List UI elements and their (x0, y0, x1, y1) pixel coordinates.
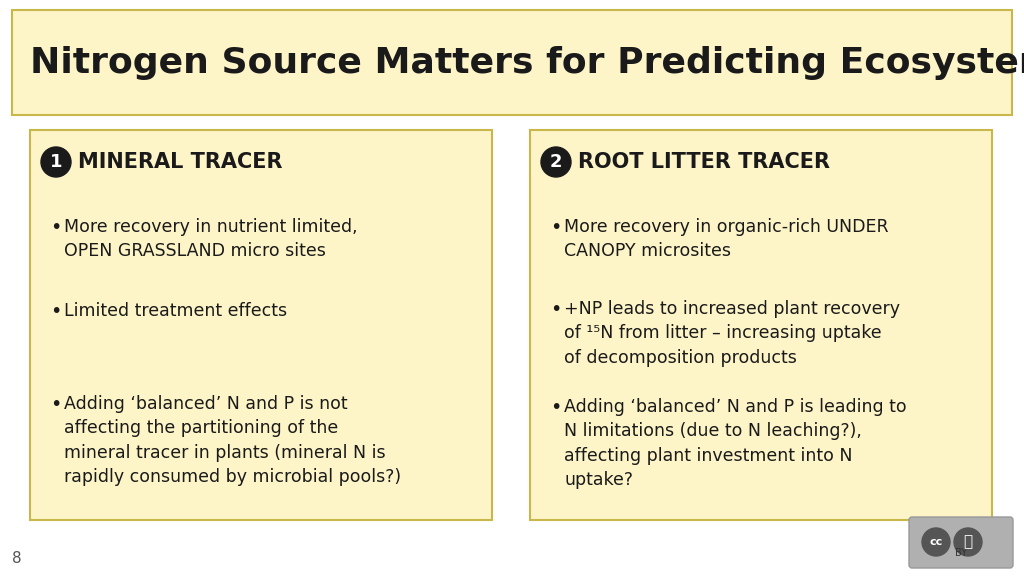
Text: 8: 8 (12, 551, 22, 566)
Circle shape (41, 147, 71, 177)
Text: Adding ‘balanced’ N and P is leading to
N limitations (due to N leaching?),
affe: Adding ‘balanced’ N and P is leading to … (564, 398, 906, 489)
Circle shape (922, 528, 950, 556)
FancyBboxPatch shape (12, 10, 1012, 115)
Text: •: • (550, 398, 561, 417)
Text: +NP leads to increased plant recovery
of ¹⁵N from litter – increasing uptake
of : +NP leads to increased plant recovery of… (564, 300, 900, 366)
Circle shape (541, 147, 571, 177)
Text: 1: 1 (50, 153, 62, 171)
Text: MINERAL TRACER: MINERAL TRACER (78, 152, 283, 172)
FancyBboxPatch shape (530, 130, 992, 520)
Text: Limited treatment effects: Limited treatment effects (63, 302, 287, 320)
Text: More recovery in organic-rich UNDER
CANOPY microsites: More recovery in organic-rich UNDER CANO… (564, 218, 889, 260)
Text: •: • (50, 218, 61, 237)
Circle shape (954, 528, 982, 556)
Text: Adding ‘balanced’ N and P is not
affecting the partitioning of the
mineral trace: Adding ‘balanced’ N and P is not affecti… (63, 395, 401, 486)
Text: More recovery in nutrient limited,
OPEN GRASSLAND micro sites: More recovery in nutrient limited, OPEN … (63, 218, 357, 260)
Text: ROOT LITTER TRACER: ROOT LITTER TRACER (578, 152, 830, 172)
FancyBboxPatch shape (30, 130, 492, 520)
Text: BY: BY (955, 548, 967, 558)
Text: 2: 2 (550, 153, 562, 171)
Text: •: • (50, 302, 61, 321)
Text: •: • (550, 218, 561, 237)
FancyBboxPatch shape (909, 517, 1013, 568)
Text: Nitrogen Source Matters for Predicting Ecosystem Response: Nitrogen Source Matters for Predicting E… (30, 46, 1024, 79)
Text: ⓘ: ⓘ (964, 535, 973, 550)
Text: cc: cc (930, 537, 943, 547)
Text: •: • (550, 300, 561, 319)
Text: •: • (50, 395, 61, 414)
